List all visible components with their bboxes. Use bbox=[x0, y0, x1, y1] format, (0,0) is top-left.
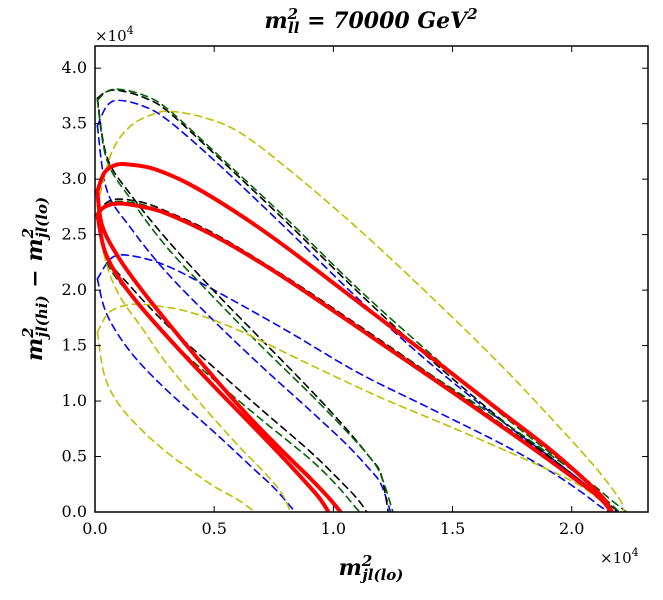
series-blue-inner bbox=[96, 254, 611, 512]
y-tick-label: 1.5 bbox=[62, 336, 87, 355]
series-red-inner-curve-lower bbox=[95, 212, 331, 512]
x-tick-label: 1.0 bbox=[321, 519, 346, 538]
y-tick-label: 2.0 bbox=[62, 280, 87, 299]
y-tick-label: 3.0 bbox=[62, 169, 87, 188]
x-tick-label: 2.0 bbox=[559, 519, 584, 538]
series-black-inner bbox=[96, 198, 611, 512]
series-red-inner-curve-upper bbox=[95, 201, 612, 512]
series-blue-inner-curve-upper bbox=[96, 254, 611, 512]
series-black-outer-curve-lower bbox=[96, 97, 389, 512]
series-red-outer-curve-upper bbox=[95, 161, 615, 512]
y-tick-label: 2.5 bbox=[62, 225, 87, 244]
y-tick-label: 0.5 bbox=[62, 447, 87, 466]
series-red-outer-curve-lower bbox=[95, 189, 343, 512]
series-blue-outer-curve-lower bbox=[96, 125, 392, 512]
y-tick-label: 3.5 bbox=[62, 114, 87, 133]
chart-title: m2 ll = 70000 GeV2 bbox=[264, 5, 477, 37]
series-yellow-outer bbox=[96, 110, 625, 512]
series-green-inner-curve-lower bbox=[96, 214, 361, 512]
series-yellow-inner bbox=[96, 303, 611, 512]
x-tick-label: 0.0 bbox=[82, 519, 107, 538]
series-layer bbox=[95, 88, 628, 512]
series-yellow-inner-curve-upper bbox=[96, 303, 611, 512]
tick-layer: 0.0 0.5 1.0 1.5 2.0 0.0 0.5 1.0 1.5 2.0 2.5 3.0 3.5 4… bbox=[62, 46, 648, 538]
y-tick-label: 4.0 bbox=[62, 58, 87, 77]
series-black-inner-curve-lower bbox=[96, 212, 368, 512]
x-tick-label: 0.5 bbox=[201, 519, 226, 538]
series-black-inner-curve-upper bbox=[96, 198, 611, 512]
x-tick-label: 1.5 bbox=[440, 519, 465, 538]
series-blue-inner-curve-lower bbox=[96, 278, 297, 512]
y-tick-label: 1.0 bbox=[62, 391, 87, 410]
series-yellow-outer-curve-lower bbox=[96, 204, 292, 512]
y-offset-label: ×104 bbox=[95, 24, 134, 45]
series-red-outer bbox=[95, 161, 615, 512]
series-yellow-outer-curve-upper bbox=[96, 110, 625, 512]
plot-frame bbox=[94, 45, 649, 513]
y-axis-label: m2jl(hi) − m2jl(lo) bbox=[19, 197, 51, 361]
y-tick-label: 0.0 bbox=[62, 502, 87, 521]
series-red-inner bbox=[95, 201, 612, 512]
series-yellow-inner-curve-lower bbox=[96, 331, 256, 512]
x-axis-label: m2 jl(lo) bbox=[339, 552, 404, 584]
x-offset-label: ×104 bbox=[600, 546, 639, 567]
series-green-outer-curve-lower bbox=[96, 99, 394, 512]
